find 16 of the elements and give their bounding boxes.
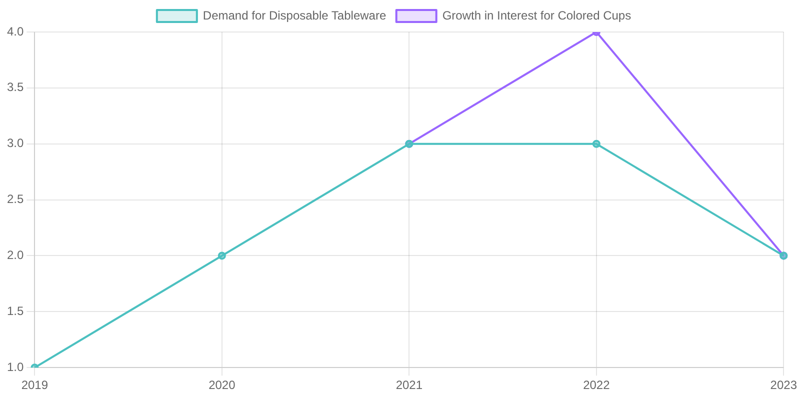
legend-label: Demand for Disposable Tableware [202,8,386,22]
y-tick-label: 4.0 [6,24,24,38]
y-tick-label: 2.5 [6,192,24,206]
legend-label: Growth in Interest for Colored Cups [442,8,632,22]
x-tick-label: 2019 [21,378,48,392]
point [218,252,226,260]
point [592,140,600,148]
x-tick-label: 2020 [208,378,236,392]
x-tick-label: 2021 [396,378,423,392]
y-tick-label: 2.0 [6,248,24,262]
y-tick-label: 3.5 [6,80,24,94]
x-tick-label: 2022 [583,378,610,392]
y-tick-label: 3.0 [6,136,24,150]
y-tick-label: 1.5 [6,304,24,318]
x-tick-label: 2023 [770,378,798,392]
y-tick-label: 1.0 [6,360,24,374]
